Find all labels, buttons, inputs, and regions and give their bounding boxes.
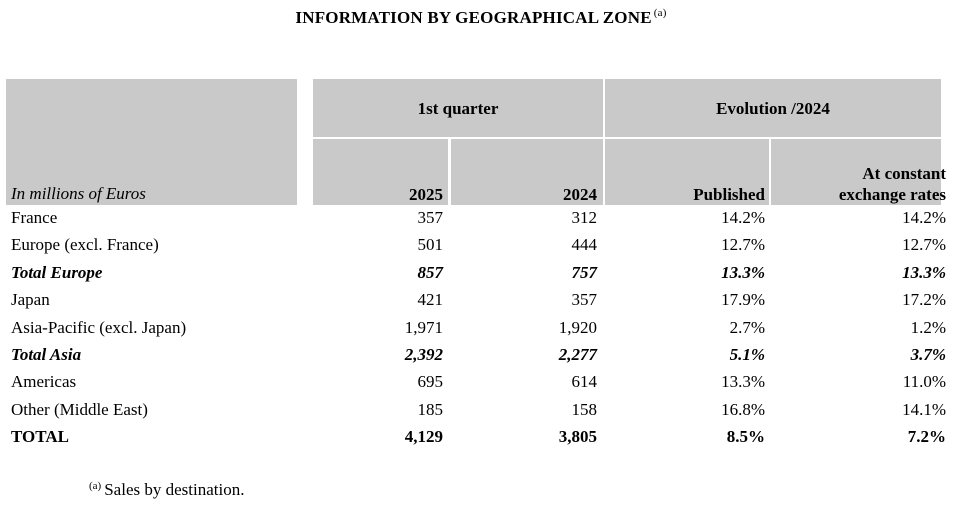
cell-2025: 695 [417, 372, 444, 392]
column-header-constant-line1: At constant [862, 164, 946, 183]
header-cell-2025 [313, 139, 448, 205]
table-row: Total Europe 857 757 13.3% 13.3% [0, 261, 962, 288]
cell-published: 12.7% [721, 235, 765, 255]
table-row: France 357 312 14.2% 14.2% [0, 206, 962, 233]
cell-label: Japan [11, 290, 50, 310]
cell-2025: 4,129 [404, 427, 443, 447]
page-title: INFORMATION BY GEOGRAPHICAL ZONE (a) [0, 7, 962, 28]
cell-constant: 14.1% [902, 399, 946, 419]
column-header-2024: 2024 [563, 185, 597, 204]
cell-label: France [11, 208, 58, 227]
cell-published: 13.3% [721, 262, 765, 282]
group-header-quarter: 1st quarter [417, 99, 499, 118]
cell-2024: 444 [571, 235, 598, 255]
title-text: INFORMATION BY GEOGRAPHICAL ZONE [295, 8, 652, 27]
column-header-2025: 2025 [409, 185, 443, 204]
cell-constant: 13.3% [902, 262, 946, 282]
table-row: Europe (excl. France) 501 444 12.7% 12.7% [0, 233, 962, 260]
cell-2025: 1,971 [404, 317, 443, 337]
cell-2024: 614 [571, 372, 598, 392]
cell-2024: 2,277 [558, 345, 597, 364]
footnote: (a) Sales by destination. [89, 480, 244, 500]
cell-constant: 1.2% [910, 317, 946, 337]
header-cell-published [605, 139, 769, 205]
cell-2024: 312 [571, 208, 598, 227]
cell-2024: 757 [571, 262, 598, 282]
cell-constant: 3.7% [910, 345, 946, 364]
column-header-published: Published [693, 185, 765, 204]
title-note-marker: (a) [653, 7, 667, 19]
group-header-evolution: Evolution /2024 [716, 99, 830, 118]
header-cell-quarter-group [313, 79, 603, 137]
cell-label: Total Asia [11, 345, 82, 364]
header-cell-label-column [6, 79, 297, 205]
footnote-text: Sales by destination. [104, 480, 245, 499]
header-cell-2024 [451, 139, 603, 205]
cell-published: 14.2% [721, 208, 765, 227]
cell-published: 17.9% [721, 290, 765, 310]
cell-label: Americas [11, 372, 77, 392]
cell-label: Total Europe [11, 262, 103, 282]
cell-published: 13.3% [721, 372, 765, 392]
cell-published: 2.7% [729, 317, 765, 337]
cell-label: TOTAL [11, 427, 69, 447]
cell-2025: 357 [417, 208, 444, 227]
cell-2025: 185 [417, 399, 444, 419]
table-row: Japan 421 357 17.9% 17.2% [0, 288, 962, 315]
unit-label: In millions of Euros [11, 184, 146, 203]
cell-constant: 12.7% [902, 235, 946, 255]
cell-2024: 158 [571, 399, 598, 419]
table-row: TOTAL 4,129 3,805 8.5% 7.2% [0, 425, 962, 452]
table-row: Americas 695 614 13.3% 11.0% [0, 370, 962, 397]
table-row: Total Asia 2,392 2,277 5.1% 3.7% [0, 343, 962, 370]
cell-2025: 857 [417, 262, 444, 282]
cell-constant: 11.0% [902, 372, 946, 392]
cell-2024: 357 [571, 290, 598, 310]
cell-2024: 3,805 [558, 427, 597, 447]
cell-2025: 2,392 [404, 345, 443, 364]
cell-2025: 421 [417, 290, 444, 310]
column-header-constant: At constant exchange rates [839, 163, 946, 205]
cell-published: 8.5% [726, 427, 765, 447]
cell-2024: 1,920 [558, 317, 597, 337]
table-row: Asia-Pacific (excl. Japan) 1,971 1,920 2.7%… [0, 316, 962, 343]
cell-constant: 7.2% [907, 427, 946, 447]
footnote-marker: (a) [89, 480, 102, 492]
table-row: Other (Middle East) 185 158 16.8% 14.1% [0, 398, 962, 425]
cell-constant: 17.2% [902, 290, 946, 310]
cell-label: Asia-Pacific (excl. Japan) [11, 317, 187, 337]
header-cell-evolution-group [605, 79, 941, 137]
cell-2025: 501 [417, 235, 444, 255]
cell-label: Europe (excl. France) [11, 235, 159, 255]
cell-published: 16.8% [721, 399, 765, 419]
header-cell-constant [771, 139, 941, 205]
cell-constant: 14.2% [902, 208, 946, 227]
column-header-constant-line2: exchange rates [838, 185, 946, 204]
cell-published: 5.1% [729, 345, 765, 364]
cell-label: Other (Middle East) [11, 399, 148, 419]
